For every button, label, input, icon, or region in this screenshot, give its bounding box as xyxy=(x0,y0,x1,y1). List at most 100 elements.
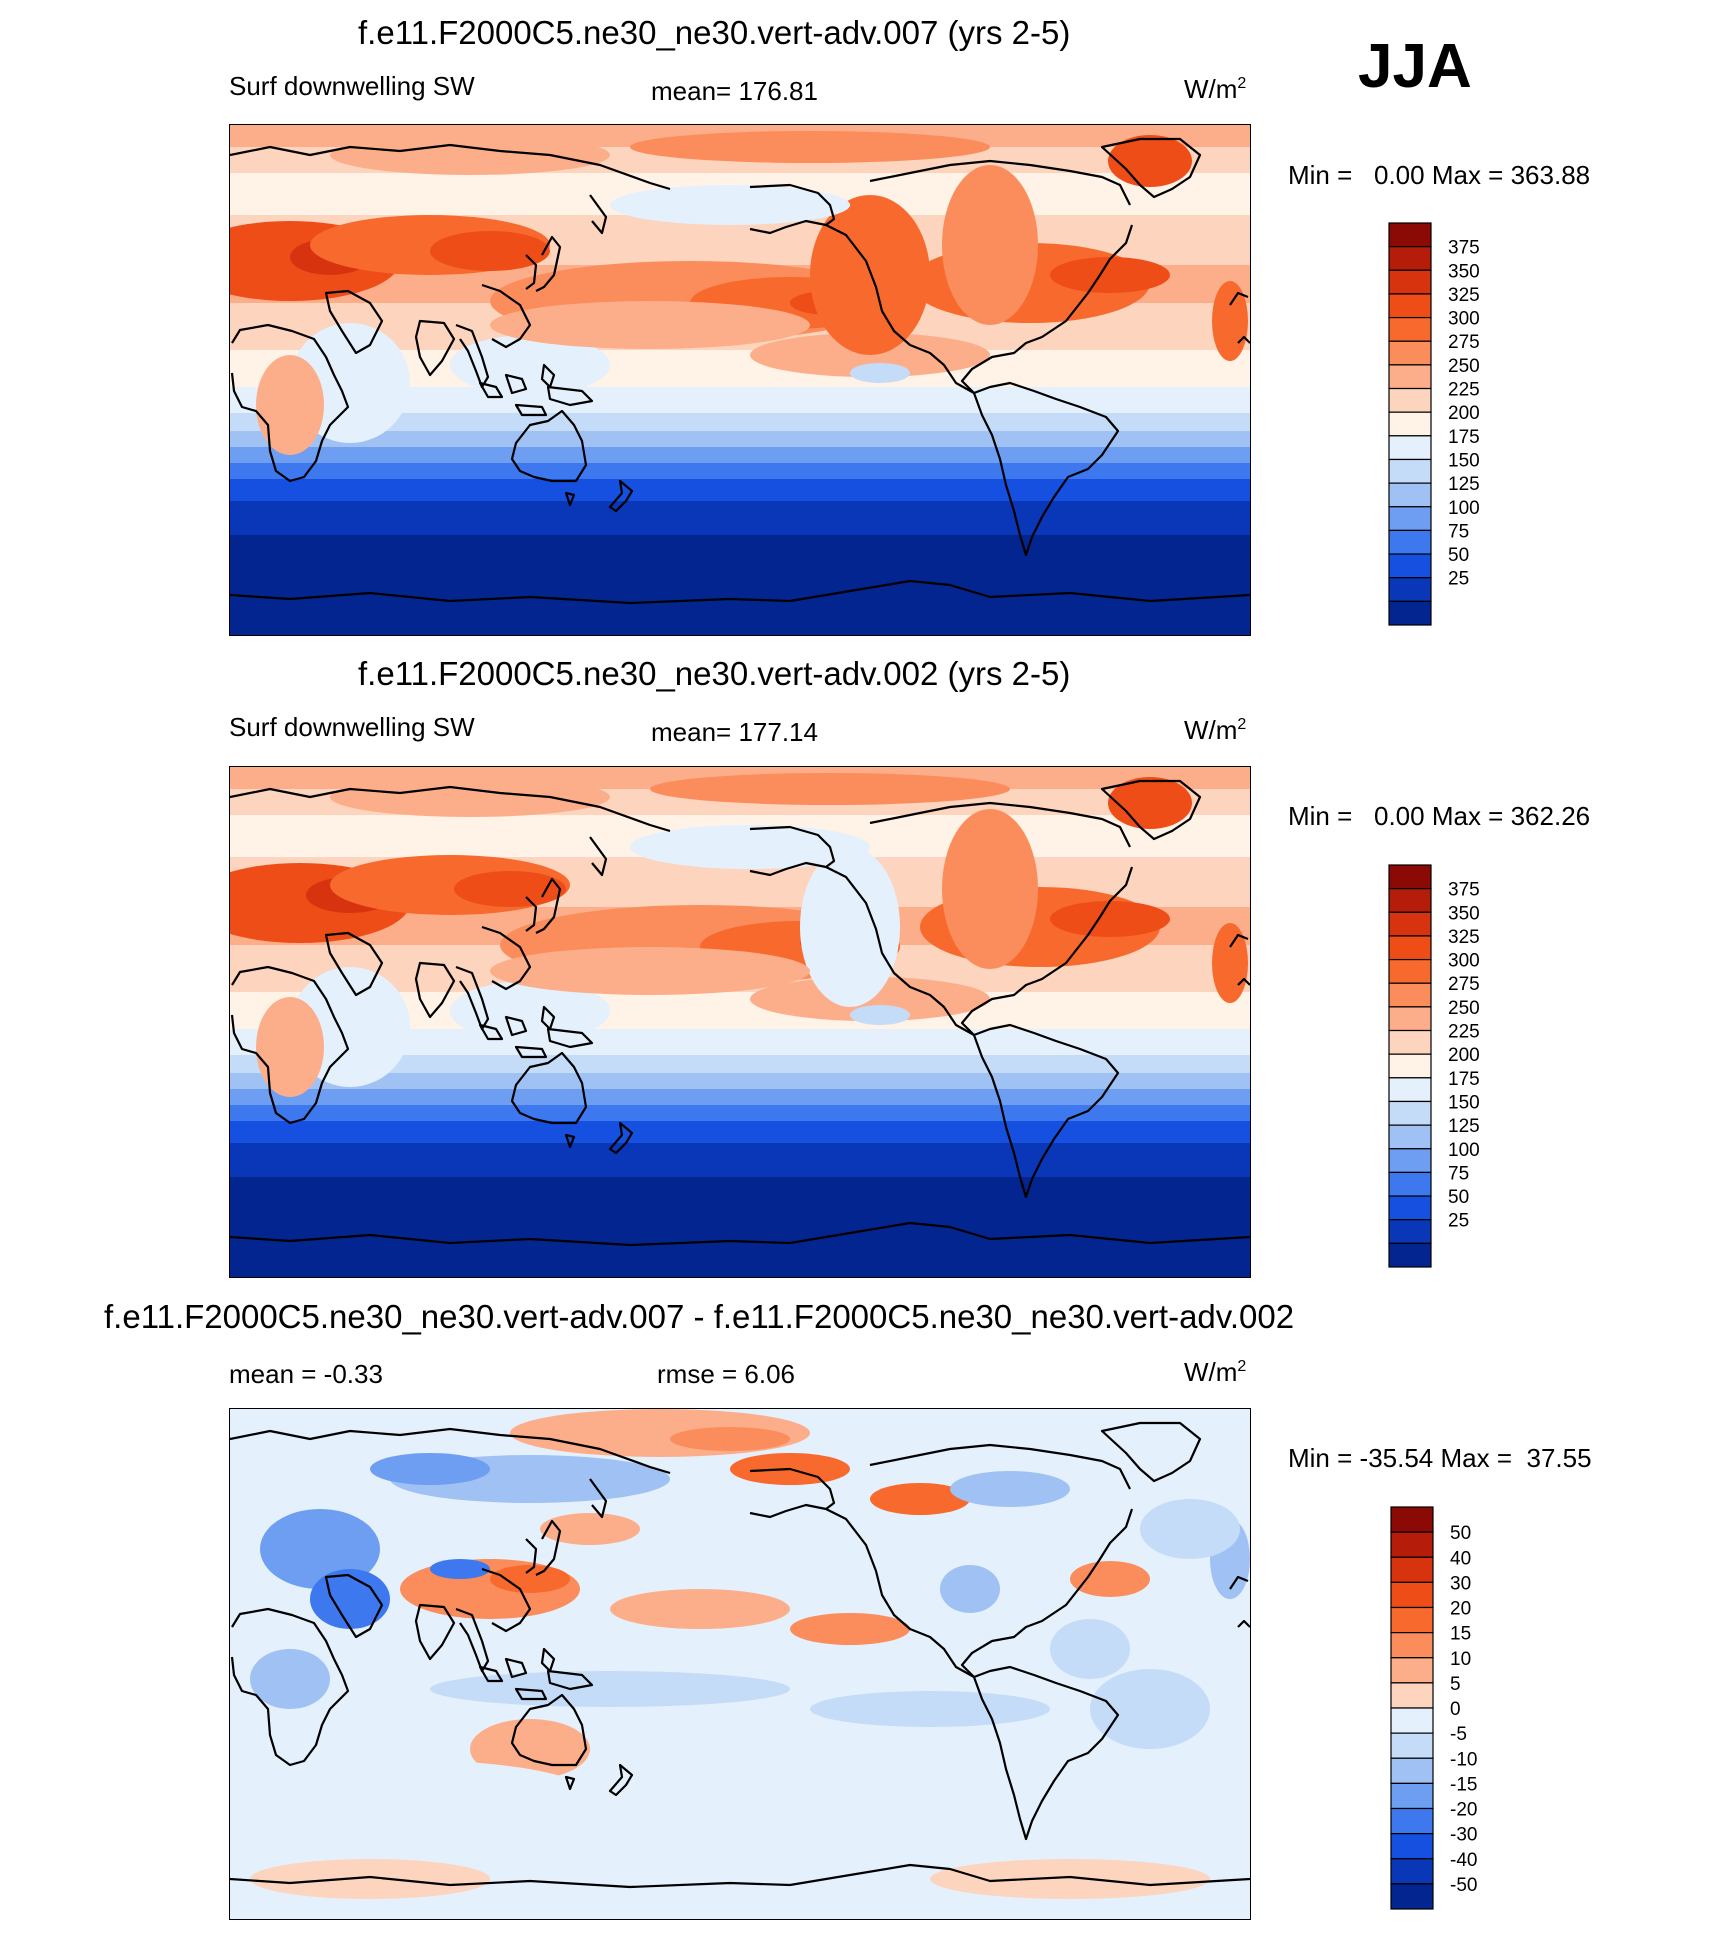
coastline xyxy=(1229,1575,1249,1590)
coastline xyxy=(1100,779,1202,841)
field-feature xyxy=(630,131,990,163)
latitude-band xyxy=(230,1105,1250,1121)
panel-2-colorbar: 375 350 325 300 275 250 225 200 175 150 125 100 75 50… xyxy=(1388,864,1528,1269)
coastline xyxy=(749,1467,836,1519)
colorbar-box xyxy=(1390,1581,1434,1609)
colorbar-box xyxy=(1388,1195,1432,1221)
panel-2-mean-label: mean= 177.14 xyxy=(651,717,818,747)
colorbar-tick-label: 275 xyxy=(1448,974,1480,995)
colorbar-tick-label: 125 xyxy=(1448,474,1480,495)
colorbar-tick-label: 125 xyxy=(1448,1116,1480,1137)
field-feature xyxy=(850,1005,910,1025)
coastline xyxy=(414,1603,456,1661)
field-feature xyxy=(810,195,930,355)
colorbar-box xyxy=(1390,1682,1434,1709)
colorbar-box xyxy=(1388,1077,1432,1103)
colorbar-box xyxy=(1388,553,1432,579)
field-feature xyxy=(450,335,610,395)
season-label: JJA xyxy=(1358,32,1472,101)
field-feature xyxy=(250,1649,330,1709)
coastline xyxy=(481,283,532,349)
field-feature xyxy=(790,1779,1190,1839)
colorbar-tick-label: 300 xyxy=(1448,951,1480,972)
colorbar-box xyxy=(1390,1506,1434,1533)
colorbar-tick-label: 100 xyxy=(1448,498,1480,519)
field-feature xyxy=(610,185,850,225)
coastline xyxy=(510,1693,588,1767)
colorbar-box xyxy=(1388,982,1432,1008)
field-feature xyxy=(930,1859,1210,1899)
coastline xyxy=(535,1519,562,1576)
panel-1-coastlines xyxy=(230,137,1250,605)
colorbar-tick-label: -50 xyxy=(1450,1875,1477,1896)
coastline xyxy=(455,965,490,1031)
colorbar-tick-label: -10 xyxy=(1450,1749,1477,1770)
colorbar-tick-label: 175 xyxy=(1448,1069,1480,1090)
panel-3-mean-label: mean = -0.33 xyxy=(229,1359,383,1389)
panel-1-min-max: Min = 0.00 Max = 363.88 xyxy=(1288,160,1591,190)
coastline xyxy=(1100,137,1202,199)
latitude-band xyxy=(230,1089,1250,1105)
coastline xyxy=(972,1023,1120,1199)
field-feature xyxy=(630,825,870,869)
coastline xyxy=(960,1508,1134,1678)
colorbar-box xyxy=(1388,411,1432,437)
panel-1-field-features xyxy=(230,131,1248,455)
colorbar-box xyxy=(1388,1006,1432,1032)
colorbar-tick-label: 150 xyxy=(1448,1092,1480,1113)
field-feature xyxy=(490,1565,570,1593)
panel-2-coastlines xyxy=(230,779,1250,1247)
field-feature xyxy=(870,1483,970,1515)
field-feature xyxy=(256,355,324,455)
colorbar-tick-label: 5 xyxy=(1450,1674,1461,1695)
field-feature xyxy=(490,1821,810,1877)
colorbar-tick-label: 275 xyxy=(1448,332,1480,353)
colorbar-tick-label: 40 xyxy=(1450,1548,1471,1569)
field-feature xyxy=(1140,1499,1240,1559)
field-feature xyxy=(1212,281,1248,361)
coastline xyxy=(478,1665,504,1683)
coastline xyxy=(608,1121,634,1155)
colorbar-box xyxy=(1388,316,1432,342)
field-feature xyxy=(230,1759,580,1819)
colorbar-tick-label: 375 xyxy=(1448,238,1480,259)
panel-1-units-label: W/m2 xyxy=(1184,74,1247,104)
coastline xyxy=(478,381,504,399)
colorbar-box xyxy=(1390,1833,1434,1860)
panel-2-title: f.e11.F2000C5.ne30_ne30.vert-adv.002 (yr… xyxy=(358,655,1071,692)
field-feature xyxy=(330,777,610,817)
coastline xyxy=(525,1538,538,1574)
colorbar-box xyxy=(1388,958,1432,984)
panel-2-min-max: Min = 0.00 Max = 362.26 xyxy=(1288,801,1591,831)
colorbar-box xyxy=(1388,529,1432,555)
field-feature xyxy=(942,165,1038,325)
panel-1-colorbar: 375 350 325 300 275 250 225 200 175 150 125 100 75 50… xyxy=(1388,222,1528,627)
field-feature xyxy=(490,947,810,995)
panel-1-title: f.e11.F2000C5.ne30_ne30.vert-adv.007 (yr… xyxy=(358,14,1071,51)
coastline xyxy=(414,319,456,377)
colorbar-box xyxy=(1388,864,1432,890)
panel-3-title: f.e11.F2000C5.ne30_ne30.vert-adv.007 - f… xyxy=(104,1298,1295,1335)
coastline xyxy=(514,1045,548,1059)
field-feature xyxy=(1070,1561,1150,1597)
coastline xyxy=(504,373,528,395)
panel-1-map xyxy=(229,124,1251,636)
coastline xyxy=(414,961,456,1019)
coastline xyxy=(1237,335,1250,344)
coastline xyxy=(324,931,384,997)
colorbar-box xyxy=(1388,888,1432,913)
colorbar-box xyxy=(1390,1858,1434,1885)
coastline xyxy=(535,877,562,934)
latitude-band xyxy=(230,463,1250,479)
coastline xyxy=(481,925,532,991)
colorbar-box xyxy=(1388,1053,1432,1079)
colorbar-box xyxy=(1390,1883,1434,1910)
colorbar-box xyxy=(1388,1124,1432,1150)
colorbar-box xyxy=(1390,1757,1434,1784)
coastline xyxy=(564,491,576,507)
panel-2-units-label: W/m2 xyxy=(1184,715,1247,745)
field-feature xyxy=(310,1569,390,1629)
colorbar-tick-label: 325 xyxy=(1448,285,1480,306)
colorbar-tick-label: 30 xyxy=(1450,1573,1471,1594)
coastline xyxy=(324,289,384,355)
